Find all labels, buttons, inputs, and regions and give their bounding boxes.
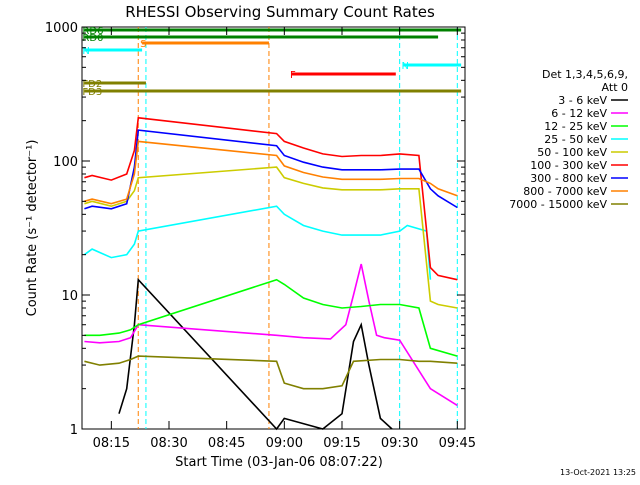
y-tick-label: 10	[61, 289, 78, 304]
series-line	[84, 166, 458, 309]
flag-label: RD6	[82, 26, 103, 37]
flag-label: N	[82, 46, 89, 57]
x-tick-label: 08:45	[208, 436, 245, 451]
legend-label: 6 - 12 keV	[551, 107, 607, 120]
x-tick-label: 09:00	[266, 436, 303, 451]
series-line	[84, 129, 458, 210]
x-tick-label: 08:30	[150, 436, 187, 451]
series-line	[84, 116, 458, 281]
y-axis-label: Count Rate (s⁻¹ detector⁻¹)	[25, 140, 40, 317]
y-tick-label: 1	[70, 423, 78, 438]
series-line	[84, 355, 458, 390]
plot-frame	[81, 26, 466, 430]
series-layer	[83, 116, 458, 431]
legend-label: 25 - 50 keV	[544, 133, 607, 146]
series-line	[83, 205, 432, 280]
legend-label: 800 - 7000 keV	[523, 185, 607, 198]
x-tick-label: 08:15	[93, 436, 130, 451]
legend-label: 300 - 800 keV	[530, 172, 607, 185]
series-line	[84, 263, 458, 407]
footer-timestamp: 13-Oct-2021 13:25	[560, 468, 636, 477]
x-axis-label: Start Time (03-Jan-06 08:07:22)	[175, 455, 383, 470]
flag-label: S	[140, 39, 146, 50]
series-line	[84, 140, 458, 205]
vertical-markers	[137, 27, 458, 429]
x-tick-label: 09:30	[381, 436, 418, 451]
series-line	[84, 278, 458, 357]
flag-label: FD3	[82, 87, 102, 98]
legend-label: 12 - 25 keV	[544, 120, 607, 133]
legend-header-line-2: Att 0	[602, 81, 628, 94]
legend-label: 3 - 6 keV	[558, 94, 607, 107]
legend-header-line-1: Det 1,3,4,5,6,9,	[542, 68, 628, 81]
flag-label: RD0	[82, 33, 103, 44]
legend-label: 7000 - 15000 keV	[509, 198, 607, 211]
y-tick-label: 100	[53, 155, 78, 170]
flag-label: N	[401, 61, 408, 72]
x-tick-label: 09:45	[439, 436, 476, 451]
chart-title: RHESSI Observing Summary Count Rates	[125, 3, 435, 21]
x-tick-label: 09:15	[323, 436, 360, 451]
flag-label: FD2	[82, 79, 102, 90]
y-axis: 1 10 100 1000	[45, 21, 465, 438]
legend-label: 50 - 100 keV	[537, 146, 607, 159]
y-tick-label: 1000	[45, 21, 78, 36]
x-axis: 08:15 08:30 08:45 09:00 09:15 09:30 09:45	[93, 27, 476, 451]
legend-label: 100 - 300 keV	[530, 159, 607, 172]
series-line	[118, 277, 393, 431]
flag-label: F	[290, 70, 296, 81]
